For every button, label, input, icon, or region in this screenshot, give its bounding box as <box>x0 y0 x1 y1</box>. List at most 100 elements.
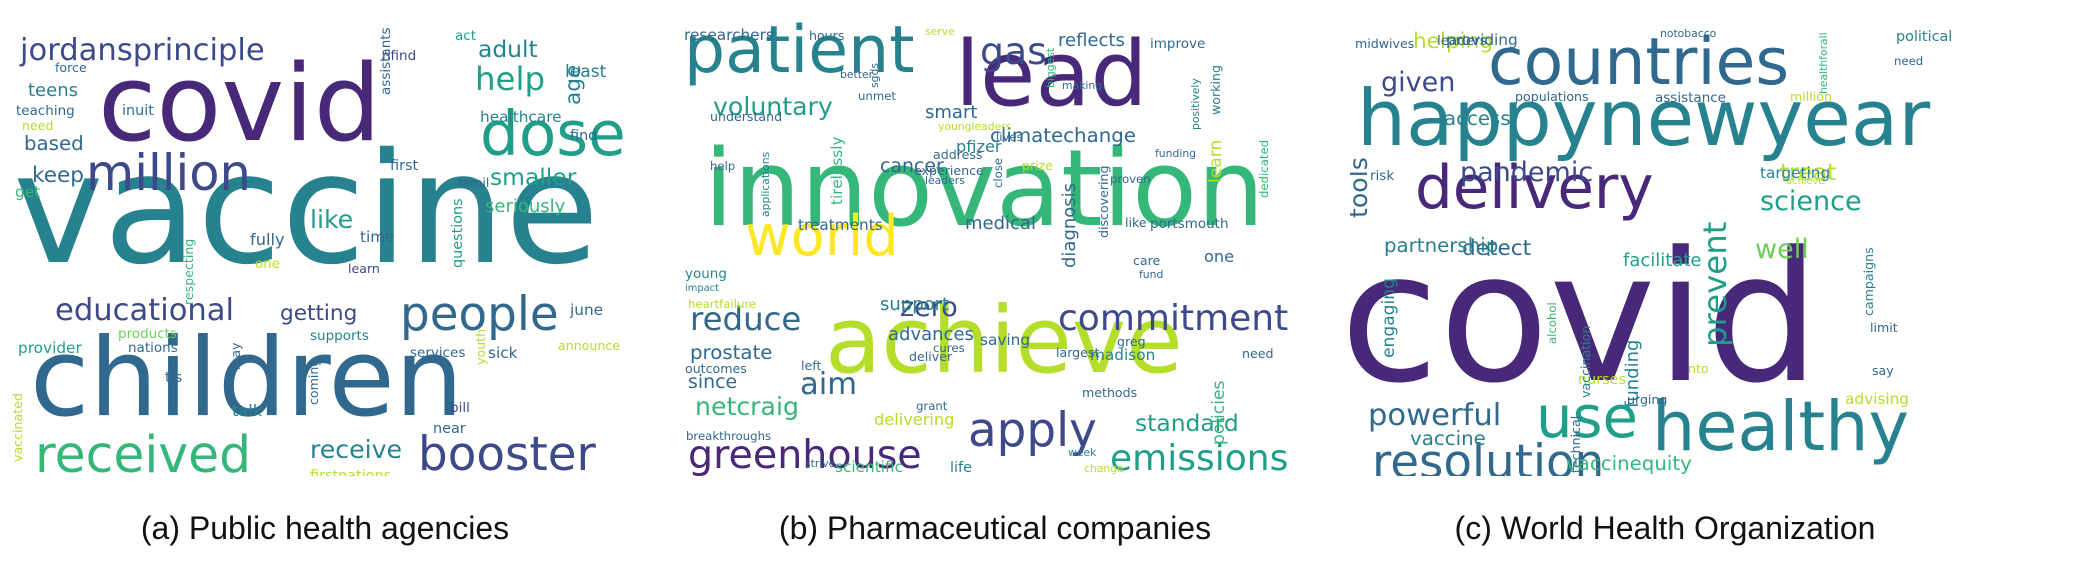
word-june: june <box>569 301 603 319</box>
word-reduce: reduce <box>690 300 801 338</box>
word-resolution: resolution <box>1372 436 1604 476</box>
word-youngleaders: youngleaders <box>938 120 1012 133</box>
word-covid: covid <box>1350 214 1820 423</box>
word-address: address <box>933 147 982 162</box>
word-tools: tools <box>1350 157 1373 218</box>
word-firstnations: firstnations <box>310 468 391 476</box>
word-need: need <box>1242 346 1273 361</box>
word-time: time <box>360 228 395 246</box>
word-methods: methods <box>1082 385 1137 400</box>
word-partnership: partnership <box>1384 234 1498 257</box>
word-delivering: delivering <box>874 410 954 429</box>
word-treatments: treatments <box>798 216 883 234</box>
word-vaccine: vaccine <box>1410 427 1486 450</box>
word-technical: technical <box>1568 416 1583 473</box>
word-talk: talk <box>232 401 263 420</box>
word-grant: grant <box>916 399 948 413</box>
word-positively: positively <box>1189 78 1202 130</box>
word-least: least <box>565 62 607 82</box>
word-aim: aim <box>800 367 857 402</box>
word-nfind: nfind <box>382 48 416 64</box>
word-adult: adult <box>478 35 538 63</box>
word-pfizer: pfizer <box>956 137 1002 156</box>
word-facilitate: facilitate <box>1623 250 1702 271</box>
word-products: products <box>118 326 177 342</box>
word-respecting: respecting <box>181 239 196 305</box>
word-urging: urging <box>1627 392 1667 407</box>
word-emissions: emissions <box>1110 438 1288 476</box>
word-booster: booster <box>418 428 596 476</box>
word-nations: nations <box>128 340 178 356</box>
word-sick: sick <box>488 344 518 362</box>
word-tis: tis <box>165 370 182 386</box>
word-hours: hours <box>809 28 844 43</box>
caption-pharmaceutical-companies: (b) Pharmaceutical companies <box>778 510 1212 546</box>
word-get: get <box>15 183 40 201</box>
word-receive: receive <box>310 435 402 464</box>
word-risk: risk <box>1370 168 1394 184</box>
word-youth: youth <box>473 329 488 365</box>
word-pandemic: pandemic <box>1460 157 1593 188</box>
word-fully: fully <box>250 230 285 249</box>
word-questions: questions <box>450 198 466 268</box>
word-researchers: researchers <box>684 26 774 44</box>
word-jordansprinciple: jordansprinciple <box>19 33 265 68</box>
word-largest: largest <box>1056 345 1099 360</box>
word-lead: lead <box>955 22 1148 127</box>
word-making: making <box>1062 79 1102 92</box>
word-detect: detect <box>1462 236 1531 261</box>
word-populations: populations <box>1515 89 1589 104</box>
word-teens: teens <box>28 80 78 101</box>
word-leaders: leaders <box>925 174 965 187</box>
word-vaccination: vaccination <box>1578 326 1593 398</box>
word-help: help <box>475 60 545 98</box>
word-zero: zero <box>900 292 958 323</box>
word-vaccinated: vaccinated <box>10 393 25 462</box>
word-unmet: unmet <box>858 89 896 103</box>
word-million: million <box>1790 89 1832 104</box>
word-patient: patient <box>684 13 915 88</box>
word-midwives: midwives <box>1355 36 1414 51</box>
word-say: say <box>1872 363 1894 378</box>
word-cures: cures <box>933 341 965 355</box>
word-helping: helping <box>1413 29 1493 54</box>
word-leaders: leaders <box>1437 33 1487 49</box>
word-covid: covid <box>98 42 381 166</box>
word-coming: coming <box>306 359 321 405</box>
word-targeting: targeting <box>1760 164 1830 182</box>
word-learn: learn <box>1206 140 1226 183</box>
word-outcomes: outcomes <box>685 361 747 376</box>
word-care: care <box>1133 253 1161 268</box>
word-climatechange: climatechange <box>990 124 1136 147</box>
word-fund: fund <box>1139 268 1163 281</box>
word-need: need <box>1894 54 1923 68</box>
word-breakthroughs: breakthroughs <box>686 429 771 443</box>
word-limit: limit <box>1870 320 1898 335</box>
word-powerful: powerful <box>1368 398 1501 433</box>
word-tirelessly: tirelessly <box>828 136 846 205</box>
word-week: week <box>1068 446 1097 459</box>
word-may: may <box>228 342 243 370</box>
word-countries: countries <box>1488 25 1789 100</box>
word-engaging: engaging <box>1379 278 1399 358</box>
word-happynewyear: happynewyear <box>1357 74 1930 164</box>
word-biggest: biggest <box>1044 48 1057 88</box>
word-prostate: prostate <box>690 341 772 364</box>
caption-world-health-organization: (c) World Health Organization <box>1454 510 1876 546</box>
word-voluntary: voluntary <box>713 92 833 121</box>
word-prize: prize <box>1022 158 1053 173</box>
word-advising: advising <box>1845 390 1909 408</box>
word-diagnosis: diagnosis <box>1059 183 1080 268</box>
word-find: find <box>570 128 597 144</box>
word-life: life <box>950 460 972 476</box>
word-improve: improve <box>1150 36 1205 52</box>
word-netcraig: netcraig <box>695 392 799 421</box>
word-vaccine: vaccine <box>13 121 599 299</box>
word-science: science <box>1760 186 1862 217</box>
word-keep: keep <box>32 163 84 188</box>
word-teaching: teaching <box>16 103 75 119</box>
word-bill: bill <box>450 400 470 416</box>
